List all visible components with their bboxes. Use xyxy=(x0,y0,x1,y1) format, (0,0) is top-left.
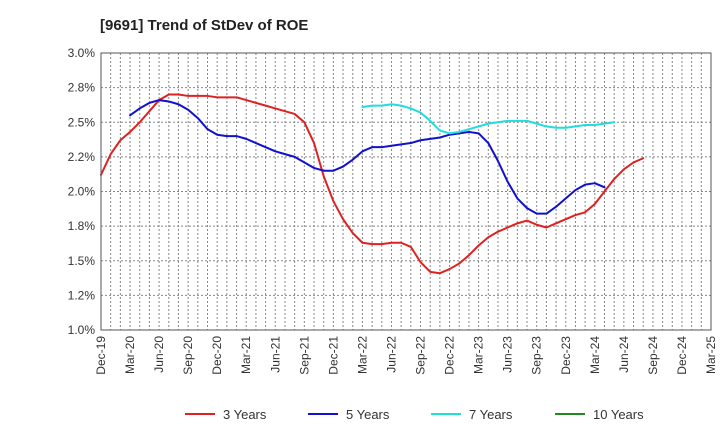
legend-label: 10 Years xyxy=(593,407,644,422)
legend-label: 7 Years xyxy=(469,407,513,422)
x-axis-ticks: Dec-19 Mar-20 Jun-20 Sep-20 Dec-20 Mar-21 Jun-… xyxy=(94,336,718,375)
x-tick-label: Mar-21 xyxy=(239,336,253,374)
x-tick-label: Mar-25 xyxy=(704,336,718,374)
x-tick-label: Sep-20 xyxy=(181,336,195,375)
x-tick-label: Mar-23 xyxy=(472,336,486,374)
x-tick-label: Sep-23 xyxy=(530,336,544,375)
x-tick-label: Jun-21 xyxy=(268,336,282,373)
y-tick-label: 2.8% xyxy=(68,81,96,95)
series-lines xyxy=(100,93,645,275)
x-tick-label: Dec-22 xyxy=(443,336,457,375)
x-tick-label: Dec-21 xyxy=(326,336,340,375)
x-tick-label: Dec-20 xyxy=(210,336,224,375)
series-line-3-years xyxy=(100,93,645,275)
y-tick-label: 1.0% xyxy=(68,323,96,337)
x-tick-label: Jun-20 xyxy=(152,336,166,373)
y-tick-label: 1.8% xyxy=(68,219,96,233)
x-tick-label: Jun-22 xyxy=(384,336,398,373)
legend: 3 Years 5 Years 7 Years 10 Years xyxy=(185,407,644,422)
x-tick-label: Mar-20 xyxy=(123,336,137,374)
x-tick-label: Mar-24 xyxy=(588,336,602,374)
y-tick-label: 2.2% xyxy=(68,150,96,164)
series-line-7-years xyxy=(361,103,616,135)
x-tick-label: Dec-24 xyxy=(675,336,689,375)
y-tick-label: 2.5% xyxy=(68,115,96,129)
x-tick-label: Sep-21 xyxy=(297,336,311,375)
x-tick-label: Dec-23 xyxy=(559,336,573,375)
y-tick-label: 2.0% xyxy=(68,185,96,199)
series-line-5-years xyxy=(129,99,606,215)
x-tick-label: Mar-22 xyxy=(355,336,369,374)
plot-frame xyxy=(100,52,712,331)
y-tick-label: 3.0% xyxy=(68,46,96,60)
x-tick-label: Dec-19 xyxy=(94,336,108,375)
y-axis-ticks: 1.0% 1.2% 1.5% 1.8% 2.0% 2.2% 2.5% 2.8% 3.0% xyxy=(68,46,96,337)
chart-title: [9691] Trend of StDev of ROE xyxy=(100,17,308,34)
legend-label: 3 Years xyxy=(223,407,267,422)
x-tick-label: Jun-24 xyxy=(617,336,631,373)
legend-label: 5 Years xyxy=(346,407,390,422)
y-tick-label: 1.2% xyxy=(68,288,96,302)
x-tick-label: Sep-22 xyxy=(414,336,428,375)
x-tick-label: Jun-23 xyxy=(501,336,515,373)
y-tick-label: 1.5% xyxy=(68,254,96,268)
x-tick-label: Sep-24 xyxy=(646,336,660,375)
